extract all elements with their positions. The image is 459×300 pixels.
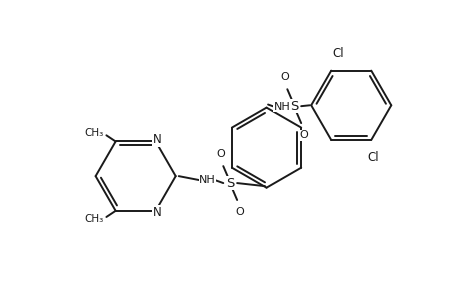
Text: Cl: Cl xyxy=(367,151,378,164)
Text: O: O xyxy=(280,72,289,82)
Text: S: S xyxy=(225,177,234,190)
Text: CH₃: CH₃ xyxy=(84,214,104,224)
Text: Cl: Cl xyxy=(332,47,344,60)
Text: NH: NH xyxy=(273,102,290,112)
Text: NH: NH xyxy=(199,175,215,185)
Text: N: N xyxy=(152,206,161,219)
Text: N: N xyxy=(152,134,161,146)
Text: CH₃: CH₃ xyxy=(84,128,104,138)
Text: S: S xyxy=(290,100,298,113)
Text: O: O xyxy=(216,149,225,159)
Text: O: O xyxy=(235,207,243,217)
Text: O: O xyxy=(298,130,307,140)
